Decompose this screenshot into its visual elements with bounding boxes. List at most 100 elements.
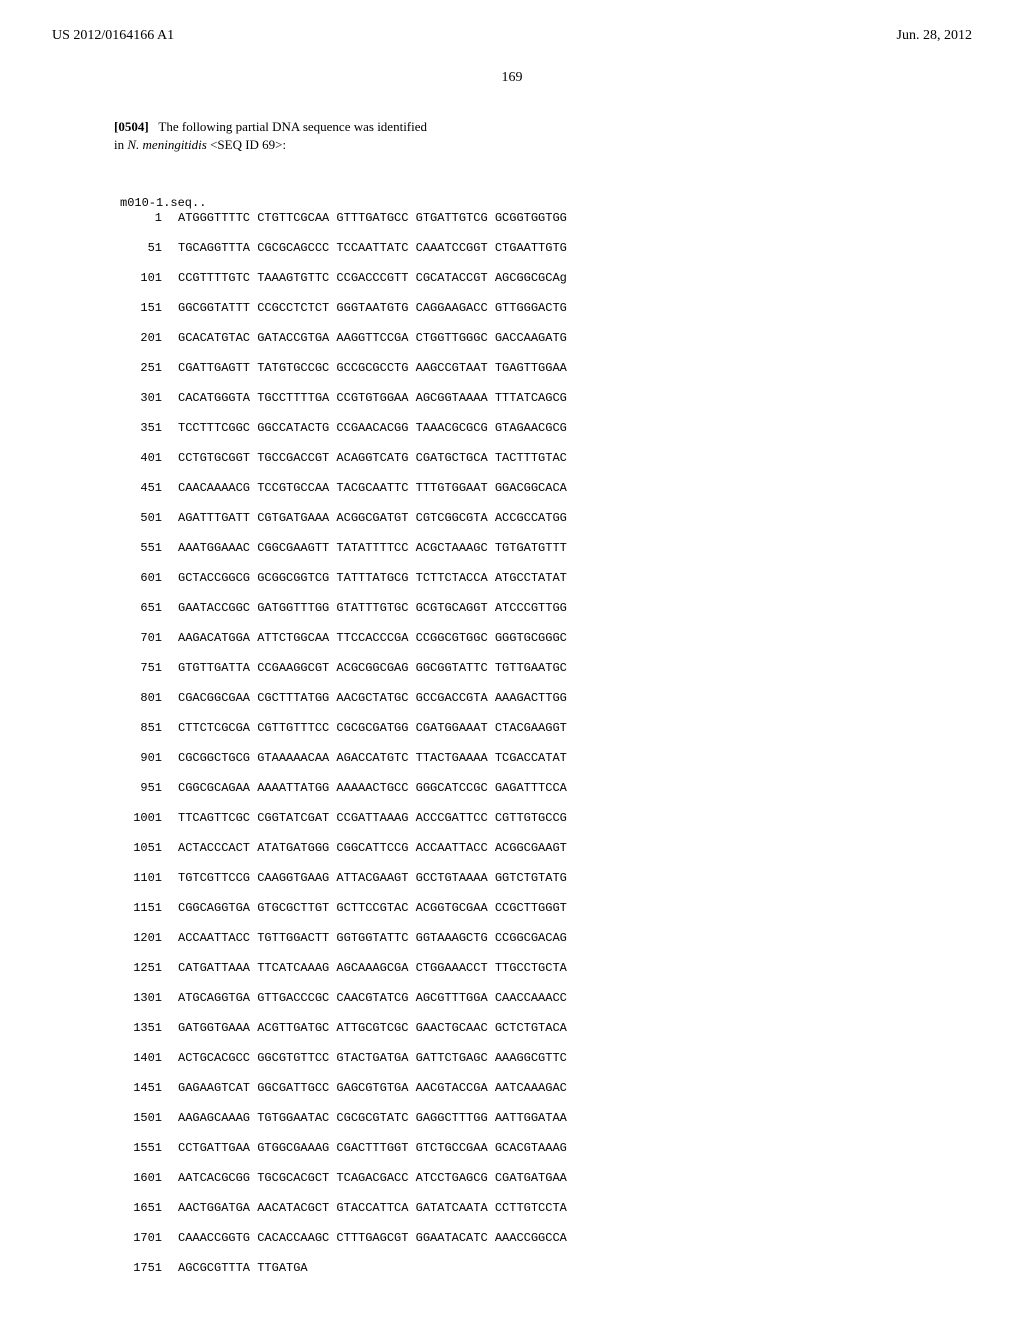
sequence-bases: CATGATTAAA TTCATCAAAG AGCAAAGCGA CTGGAAA… bbox=[178, 962, 567, 992]
sequence-position: 1151 bbox=[120, 902, 178, 932]
sequence-row: 651GAATACCGGC GATGGTTTGG GTATTTGTGC GCGT… bbox=[120, 602, 567, 632]
sequence-row: 401CCTGTGCGGT TGCCGACCGT ACAGGTCATG CGAT… bbox=[120, 452, 567, 482]
sequence-row: 501AGATTTGATT CGTGATGAAA ACGGCGATGT CGTC… bbox=[120, 512, 567, 542]
sequence-position: 401 bbox=[120, 452, 178, 482]
sequence-position: 651 bbox=[120, 602, 178, 632]
sequence-bases: AACTGGATGA AACATACGCT GTACCATTCA GATATCA… bbox=[178, 1202, 567, 1232]
paragraph-number: [0504] bbox=[114, 119, 149, 134]
sequence-bases: AAGACATGGA ATTCTGGCAA TTCCACCCGA CCGGCGT… bbox=[178, 632, 567, 662]
sequence-row: 851CTTCTCGCGA CGTTGTTTCC CGCGCGATGG CGAT… bbox=[120, 722, 567, 752]
sequence-position: 1401 bbox=[120, 1052, 178, 1082]
sequence-position: 1001 bbox=[120, 812, 178, 842]
sequence-label: m010-1.seq.. bbox=[120, 196, 567, 210]
sequence-bases: TCCTTTCGGC GGCCATACTG CCGAACACGG TAAACGC… bbox=[178, 422, 567, 452]
sequence-bases: CCTGTGCGGT TGCCGACCGT ACAGGTCATG CGATGCT… bbox=[178, 452, 567, 482]
sequence-bases: CGATTGAGTT TATGTGCCGC GCCGCGCCTG AAGCCGT… bbox=[178, 362, 567, 392]
sequence-position: 1451 bbox=[120, 1082, 178, 1112]
sequence-position: 1501 bbox=[120, 1112, 178, 1142]
sequence-row: 1601AATCACGCGG TGCGCACGCT TCAGACGACC ATC… bbox=[120, 1172, 567, 1202]
sequence-position: 301 bbox=[120, 392, 178, 422]
sequence-row: 1001TTCAGTTCGC CGGTATCGAT CCGATTAAAG ACC… bbox=[120, 812, 567, 842]
sequence-row: 1401ACTGCACGCC GGCGTGTTCC GTACTGATGA GAT… bbox=[120, 1052, 567, 1082]
sequence-bases: AGATTTGATT CGTGATGAAA ACGGCGATGT CGTCGGC… bbox=[178, 512, 567, 542]
sequence-position: 1751 bbox=[120, 1262, 178, 1292]
sequence-row: 1451GAGAAGTCAT GGCGATTGCC GAGCGTGTGA AAC… bbox=[120, 1082, 567, 1112]
sequence-bases: TGTCGTTCCG CAAGGTGAAG ATTACGAAGT GCCTGTA… bbox=[178, 872, 567, 902]
sequence-row: 801CGACGGCGAA CGCTTTATGG AACGCTATGC GCCG… bbox=[120, 692, 567, 722]
sequence-row: 51TGCAGGTTTA CGCGCAGCCC TCCAATTATC CAAAT… bbox=[120, 242, 567, 272]
page-number: 169 bbox=[0, 70, 1024, 86]
sequence-position: 451 bbox=[120, 482, 178, 512]
paragraph-line2-prefix: in bbox=[114, 137, 127, 152]
sequence-position: 151 bbox=[120, 302, 178, 332]
sequence-row: 1751AGCGCGTTTA TTGATGA bbox=[120, 1262, 567, 1292]
sequence-row: 901CGCGGCTGCG GTAAAAACAA AGACCATGTC TTAC… bbox=[120, 752, 567, 782]
sequence-bases: GGCGGTATTT CCGCCTCTCT GGGTAATGTG CAGGAAG… bbox=[178, 302, 567, 332]
sequence-position: 1 bbox=[120, 212, 178, 242]
sequence-position: 751 bbox=[120, 662, 178, 692]
sequence-position: 351 bbox=[120, 422, 178, 452]
sequence-position: 551 bbox=[120, 542, 178, 572]
sequence-bases: TGCAGGTTTA CGCGCAGCCC TCCAATTATC CAAATCC… bbox=[178, 242, 567, 272]
sequence-position: 1601 bbox=[120, 1172, 178, 1202]
sequence-position: 501 bbox=[120, 512, 178, 542]
sequence-position: 701 bbox=[120, 632, 178, 662]
sequence-bases: GTGTTGATTA CCGAAGGCGT ACGCGGCGAG GGCGGTA… bbox=[178, 662, 567, 692]
sequence-bases: ACCAATTACC TGTTGGACTT GGTGGTATTC GGTAAAG… bbox=[178, 932, 567, 962]
sequence-bases: CAAACCGGTG CACACCAAGC CTTTGAGCGT GGAATAC… bbox=[178, 1232, 567, 1262]
sequence-block: m010-1.seq.. 1ATGGGTTTTC CTGTTCGCAA GTTT… bbox=[120, 196, 567, 1292]
sequence-bases: AAGAGCAAAG TGTGGAATAC CGCGCGTATC GAGGCTT… bbox=[178, 1112, 567, 1142]
sequence-bases: GATGGTGAAA ACGTTGATGC ATTGCGTCGC GAACTGC… bbox=[178, 1022, 567, 1052]
sequence-row: 1201ACCAATTACC TGTTGGACTT GGTGGTATTC GGT… bbox=[120, 932, 567, 962]
sequence-bases: CGACGGCGAA CGCTTTATGG AACGCTATGC GCCGACC… bbox=[178, 692, 567, 722]
paragraph-line2-italic: N. meningitidis bbox=[127, 137, 206, 152]
paragraph-line2-suffix: <SEQ ID 69>: bbox=[207, 137, 286, 152]
sequence-row: 201GCACATGTAC GATACCGTGA AAGGTTCCGA CTGG… bbox=[120, 332, 567, 362]
sequence-bases: GCACATGTAC GATACCGTGA AAGGTTCCGA CTGGTTG… bbox=[178, 332, 567, 362]
sequence-position: 201 bbox=[120, 332, 178, 362]
sequence-row: 1651AACTGGATGA AACATACGCT GTACCATTCA GAT… bbox=[120, 1202, 567, 1232]
sequence-bases: ATGCAGGTGA GTTGACCCGC CAACGTATCG AGCGTTT… bbox=[178, 992, 567, 1022]
sequence-row: 1051ACTACCCACT ATATGATGGG CGGCATTCCG ACC… bbox=[120, 842, 567, 872]
sequence-row: 101CCGTTTTGTC TAAAGTGTTC CCGACCCGTT CGCA… bbox=[120, 272, 567, 302]
sequence-bases: CCTGATTGAA GTGGCGAAAG CGACTTTGGT GTCTGCC… bbox=[178, 1142, 567, 1172]
sequence-bases: CACATGGGTA TGCCTTTTGA CCGTGTGGAA AGCGGTA… bbox=[178, 392, 567, 422]
sequence-row: 451CAACAAAACG TCCGTGCCAA TACGCAATTC TTTG… bbox=[120, 482, 567, 512]
sequence-position: 1551 bbox=[120, 1142, 178, 1172]
sequence-bases: ACTACCCACT ATATGATGGG CGGCATTCCG ACCAATT… bbox=[178, 842, 567, 872]
sequence-bases: TTCAGTTCGC CGGTATCGAT CCGATTAAAG ACCCGAT… bbox=[178, 812, 567, 842]
sequence-position: 1101 bbox=[120, 872, 178, 902]
sequence-position: 1051 bbox=[120, 842, 178, 872]
sequence-position: 601 bbox=[120, 572, 178, 602]
sequence-position: 251 bbox=[120, 362, 178, 392]
sequence-position: 51 bbox=[120, 242, 178, 272]
sequence-row: 551AAATGGAAAC CGGCGAAGTT TATATTTTCC ACGC… bbox=[120, 542, 567, 572]
sequence-position: 851 bbox=[120, 722, 178, 752]
sequence-bases: GAGAAGTCAT GGCGATTGCC GAGCGTGTGA AACGTAC… bbox=[178, 1082, 567, 1112]
sequence-row: 751GTGTTGATTA CCGAAGGCGT ACGCGGCGAG GGCG… bbox=[120, 662, 567, 692]
sequence-row: 151GGCGGTATTT CCGCCTCTCT GGGTAATGTG CAGG… bbox=[120, 302, 567, 332]
sequence-bases: CGGCGCAGAA AAAATTATGG AAAAACTGCC GGGCATC… bbox=[178, 782, 567, 812]
paragraph-block: [0504] The following partial DNA sequenc… bbox=[114, 118, 614, 153]
sequence-bases: CCGTTTTGTC TAAAGTGTTC CCGACCCGTT CGCATAC… bbox=[178, 272, 567, 302]
sequence-row: 951CGGCGCAGAA AAAATTATGG AAAAACTGCC GGGC… bbox=[120, 782, 567, 812]
page-header: US 2012/0164166 A1 Jun. 28, 2012 bbox=[0, 28, 1024, 44]
sequence-row: 1551CCTGATTGAA GTGGCGAAAG CGACTTTGGT GTC… bbox=[120, 1142, 567, 1172]
sequence-row: 1251CATGATTAAA TTCATCAAAG AGCAAAGCGA CTG… bbox=[120, 962, 567, 992]
sequence-bases: ATGGGTTTTC CTGTTCGCAA GTTTGATGCC GTGATTG… bbox=[178, 212, 567, 242]
sequence-row: 301CACATGGGTA TGCCTTTTGA CCGTGTGGAA AGCG… bbox=[120, 392, 567, 422]
sequence-row: 1351GATGGTGAAA ACGTTGATGC ATTGCGTCGC GAA… bbox=[120, 1022, 567, 1052]
sequence-row: 1701CAAACCGGTG CACACCAAGC CTTTGAGCGT GGA… bbox=[120, 1232, 567, 1262]
sequence-position: 801 bbox=[120, 692, 178, 722]
sequence-position: 101 bbox=[120, 272, 178, 302]
sequence-position: 951 bbox=[120, 782, 178, 812]
sequence-bases: CTTCTCGCGA CGTTGTTTCC CGCGCGATGG CGATGGA… bbox=[178, 722, 567, 752]
sequence-row: 1151CGGCAGGTGA GTGCGCTTGT GCTTCCGTAC ACG… bbox=[120, 902, 567, 932]
sequence-bases: AAATGGAAAC CGGCGAAGTT TATATTTTCC ACGCTAA… bbox=[178, 542, 567, 572]
sequence-position: 1251 bbox=[120, 962, 178, 992]
sequence-position: 901 bbox=[120, 752, 178, 782]
sequence-position: 1701 bbox=[120, 1232, 178, 1262]
sequence-bases: AGCGCGTTTA TTGATGA bbox=[178, 1262, 567, 1292]
paragraph-text: [0504] The following partial DNA sequenc… bbox=[114, 118, 614, 153]
sequence-position: 1351 bbox=[120, 1022, 178, 1052]
